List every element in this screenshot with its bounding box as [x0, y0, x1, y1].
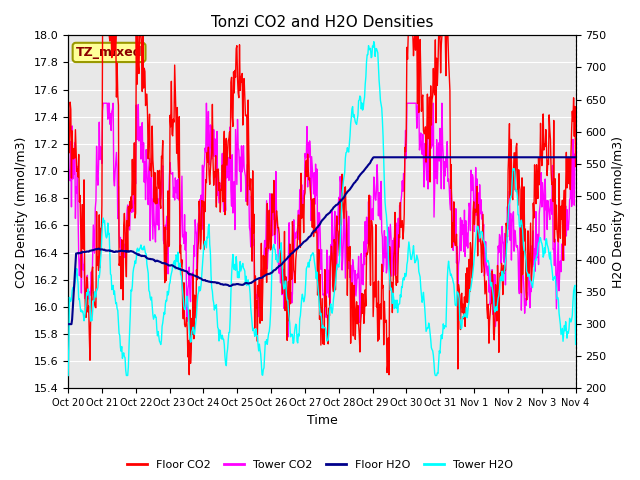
Y-axis label: CO2 Density (mmol/m3): CO2 Density (mmol/m3) — [15, 136, 28, 288]
Legend: Floor CO2, Tower CO2, Floor H2O, Tower H2O: Floor CO2, Tower CO2, Floor H2O, Tower H… — [123, 456, 517, 474]
Text: TZ_mixed: TZ_mixed — [76, 46, 142, 59]
X-axis label: Time: Time — [307, 414, 337, 427]
Y-axis label: H2O Density (mmol/m3): H2O Density (mmol/m3) — [612, 136, 625, 288]
Title: Tonzi CO2 and H2O Densities: Tonzi CO2 and H2O Densities — [211, 15, 433, 30]
